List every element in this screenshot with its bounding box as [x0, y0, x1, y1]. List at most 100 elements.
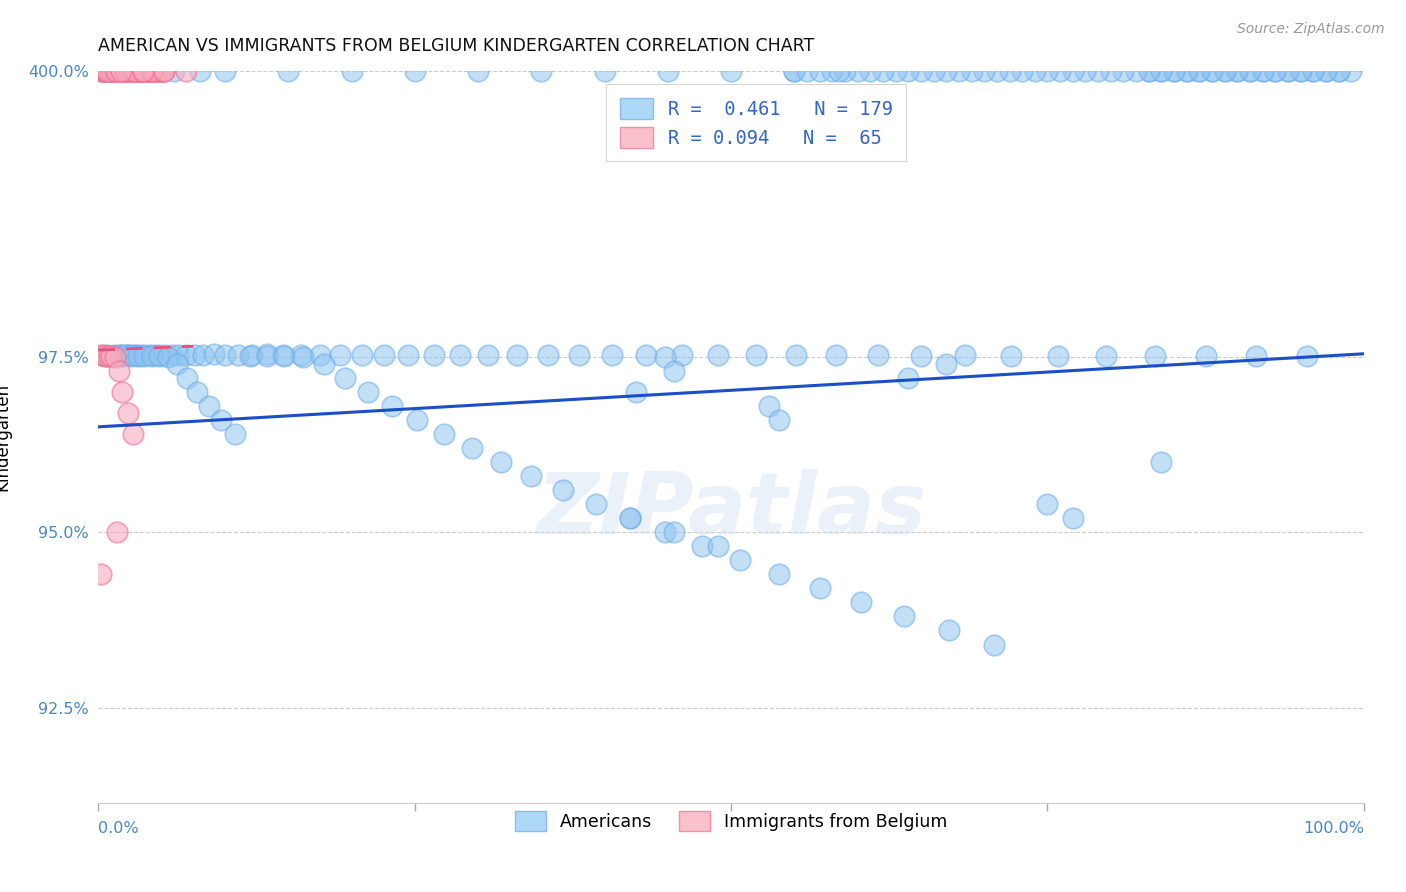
Point — [536, 348, 558, 362]
Point — [111, 349, 134, 363]
Point — [600, 348, 623, 362]
Point — [142, 64, 165, 78]
Point — [240, 348, 263, 362]
Point — [209, 413, 232, 427]
Point — [111, 384, 134, 399]
Point — [143, 64, 166, 78]
Point — [122, 64, 145, 78]
Point — [239, 349, 262, 363]
Point — [624, 384, 647, 399]
Point — [129, 348, 152, 362]
Point — [292, 350, 315, 364]
Point — [489, 455, 512, 469]
Point — [1062, 64, 1084, 78]
Point — [449, 348, 471, 362]
Point — [897, 370, 920, 384]
Point — [1163, 64, 1185, 78]
Point — [105, 64, 128, 78]
Point — [110, 64, 132, 78]
Point — [136, 64, 159, 78]
Point — [107, 349, 129, 363]
Point — [884, 64, 907, 78]
Point — [1213, 64, 1236, 78]
Point — [94, 64, 117, 78]
Point — [97, 64, 120, 78]
Point — [100, 64, 122, 78]
Point — [101, 64, 124, 78]
Point — [93, 64, 117, 78]
Point — [104, 64, 127, 78]
Point — [785, 348, 807, 362]
Point — [1226, 64, 1249, 78]
Point — [657, 64, 679, 78]
Point — [93, 64, 117, 78]
Point — [1195, 349, 1218, 363]
Point — [111, 64, 134, 78]
Point — [827, 64, 849, 78]
Point — [1302, 64, 1324, 78]
Point — [93, 64, 115, 78]
Point — [108, 348, 131, 362]
Point — [256, 349, 278, 363]
Point — [872, 64, 894, 78]
Point — [121, 426, 143, 441]
Point — [1201, 64, 1223, 78]
Point — [132, 64, 155, 78]
Point — [728, 553, 751, 567]
Point — [707, 348, 730, 362]
Point — [93, 349, 117, 363]
Point — [1251, 64, 1274, 78]
Point — [186, 384, 208, 399]
Point — [132, 64, 155, 78]
Point — [174, 348, 197, 362]
Point — [312, 357, 335, 371]
Point — [1289, 64, 1312, 78]
Point — [983, 638, 1005, 652]
Point — [103, 349, 125, 363]
Point — [122, 64, 145, 78]
Point — [100, 64, 122, 78]
Point — [1125, 64, 1147, 78]
Point — [1315, 64, 1337, 78]
Point — [155, 348, 177, 362]
Point — [104, 350, 127, 364]
Point — [758, 399, 780, 413]
Point — [114, 64, 136, 78]
Text: Source: ZipAtlas.com: Source: ZipAtlas.com — [1237, 22, 1385, 37]
Legend: Americans, Immigrants from Belgium: Americans, Immigrants from Belgium — [508, 804, 955, 838]
Point — [148, 64, 170, 78]
Point — [125, 64, 148, 78]
Point — [110, 348, 132, 362]
Point — [406, 413, 429, 427]
Point — [97, 349, 120, 363]
Point — [373, 347, 395, 361]
Point — [808, 64, 831, 78]
Point — [104, 348, 127, 362]
Point — [1024, 64, 1046, 78]
Point — [948, 64, 970, 78]
Point — [176, 370, 198, 384]
Point — [1251, 64, 1274, 78]
Point — [120, 64, 142, 78]
Point — [125, 348, 148, 362]
Point — [124, 64, 146, 78]
Point — [112, 64, 135, 78]
Point — [1000, 349, 1022, 363]
Point — [138, 64, 160, 78]
Point — [127, 349, 149, 363]
Point — [148, 348, 170, 362]
Point — [150, 64, 173, 78]
Point — [922, 64, 945, 78]
Point — [422, 348, 444, 362]
Point — [127, 64, 149, 78]
Point — [118, 64, 141, 78]
Point — [768, 567, 790, 582]
Point — [90, 348, 112, 362]
Point — [568, 348, 591, 362]
Point — [141, 64, 163, 78]
Point — [1246, 349, 1268, 363]
Point — [973, 64, 995, 78]
Point — [174, 64, 197, 78]
Point — [585, 497, 607, 511]
Point — [1264, 64, 1286, 78]
